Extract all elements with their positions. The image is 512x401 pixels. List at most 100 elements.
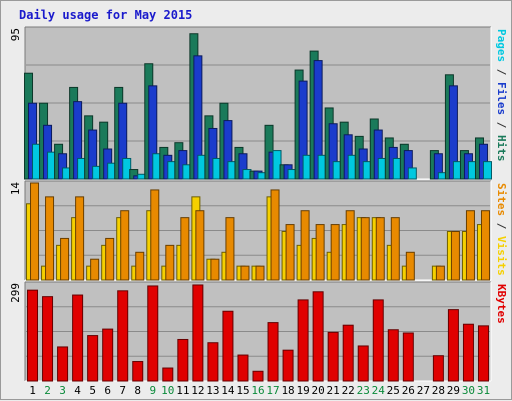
bar-sites [360,217,370,281]
bar-sites [300,210,310,281]
bar-sites [285,224,295,281]
x-tick-label: 13 [206,384,219,397]
bar-kbytes [237,354,249,382]
bar-kbytes [192,284,204,382]
bar-sites [120,210,130,281]
bar-sites [135,251,145,281]
bar-sites [240,265,250,281]
bar-kbytes [327,331,339,382]
x-tick-label: 8 [134,384,141,397]
bar-sites [45,196,55,281]
bar-sites [255,265,265,281]
x-tick-label: 22 [342,384,355,397]
bar-kbytes [432,355,444,382]
bar-kbytes [297,299,309,382]
bar-kbytes [42,296,54,382]
x-tick-label: 6 [104,384,111,397]
bar-sites [30,182,40,281]
bars-bottom [27,284,489,382]
x-axis-labels: 1 2 3 4 5 6 7 8 9 10 11 12 13 14 15 16 17 18 19 20 21 22 23 24 2… [29,384,490,397]
y-max-label: 95 [9,28,22,41]
legend-label: Pages [495,29,508,62]
legend-label: / [495,115,508,135]
bar-kbytes [312,291,324,382]
bar-pages [482,161,492,180]
bar-pages [407,167,417,180]
series-legend-bottom: KBytes [495,284,508,324]
x-tick-label: 29 [447,384,460,397]
bar-kbytes [132,361,144,382]
panel-top: 95 Pages / Files / Hits [9,26,508,180]
bar-sites [465,210,475,281]
bar-kbytes [342,324,354,382]
bar-kbytes [147,285,159,382]
x-tick-label: 17 [266,384,279,397]
bar-sites [90,258,100,281]
bar-kbytes [387,329,399,382]
chart-title: Daily usage for May 2015 [19,8,192,22]
bar-pages [122,157,132,180]
legend-label: / [495,62,508,82]
x-tick-label: 24 [372,384,386,397]
x-tick-label: 16 [251,384,264,397]
bar-kbytes [447,309,459,382]
bar-sites [210,258,220,281]
y-max-label: 14 [9,182,22,196]
x-tick-label: 20 [312,384,325,397]
x-tick-label: 7 [119,384,126,397]
bars-middle [26,182,490,281]
x-tick-label: 5 [89,384,96,397]
bar-kbytes [267,322,279,382]
series-legend-middle: Sites / Visits [495,183,508,276]
chart-panels: 95 Pages / Files / Hits 14 Sites / Visits 29… [9,26,508,382]
bar-sites [330,224,340,281]
bar-kbytes [57,346,69,382]
bar-kbytes [252,370,264,382]
panel-bottom: 299 KBytes [9,281,508,382]
bar-sites [165,244,175,281]
x-tick-label: 23 [357,384,370,397]
bar-sites [435,265,445,281]
bar-sites [480,210,490,281]
bar-kbytes [462,323,474,382]
bar-kbytes [162,367,174,382]
bar-kbytes [357,345,369,382]
bar-kbytes [477,325,489,382]
bar-kbytes [372,299,384,382]
bar-kbytes [207,342,219,382]
bar-sites [345,210,355,281]
bar-sites [195,210,205,281]
y-max-label: 299 [9,283,22,303]
bar-sites [390,217,400,281]
bar-kbytes [402,332,414,382]
panel-middle: 14 Sites / Visits [9,180,508,281]
bar-sites [270,189,280,281]
bar-sites [450,231,460,281]
x-tick-label: 18 [281,384,294,397]
bar-sites [180,217,190,281]
x-tick-label: 12 [191,384,204,397]
bar-kbytes [87,335,99,382]
x-tick-label: 4 [74,384,81,397]
legend-label: Visits [495,236,508,276]
x-tick-label: 11 [176,384,189,397]
bar-kbytes [102,328,114,382]
bar-kbytes [177,338,189,382]
bar-sites [315,224,325,281]
x-tick-label: 2 [44,384,51,397]
x-tick-label: 27 [417,384,430,397]
bar-kbytes [117,290,129,382]
x-tick-label: 9 [149,384,156,397]
series-legend-top: Pages / Files / Hits [495,29,508,162]
bar-sites [375,217,385,281]
bar-sites [105,237,115,281]
x-tick-label: 28 [432,384,445,397]
x-tick-label: 14 [221,384,235,397]
bar-sites [150,189,160,281]
bar-sites [405,251,415,281]
bar-sites [60,237,70,281]
x-tick-label: 15 [236,384,249,397]
x-tick-label: 1 [29,384,36,397]
x-tick-label: 3 [59,384,66,397]
